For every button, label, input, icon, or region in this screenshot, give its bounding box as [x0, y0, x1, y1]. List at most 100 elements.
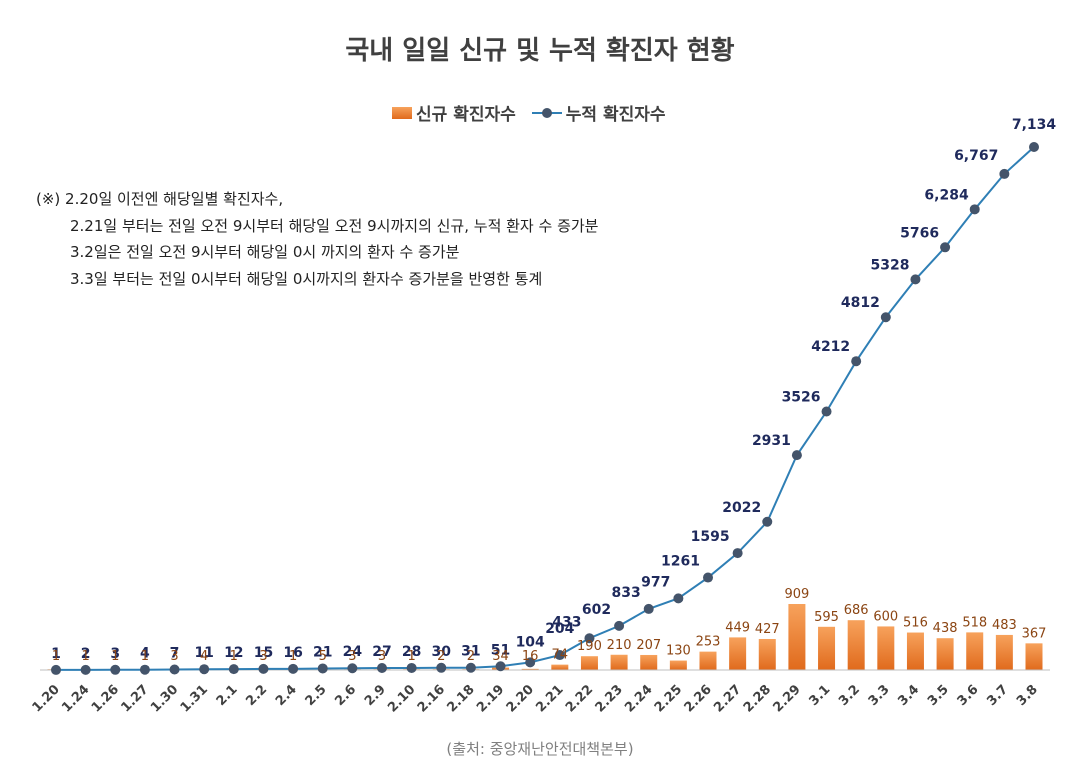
- new-data-label: 449: [725, 620, 750, 635]
- cumulative-data-label: 3526: [782, 390, 821, 406]
- cumulative-point: [910, 274, 921, 285]
- legend-item-new: 신규 확진자수: [392, 100, 516, 125]
- cumulative-data-label: 3: [110, 646, 120, 662]
- chart-source: (출처: 중앙재난안전대책본부): [446, 740, 634, 758]
- new-data-label: 686: [844, 603, 869, 618]
- new-data-label: 74: [552, 648, 569, 663]
- new-data-label: 3: [259, 649, 267, 664]
- cumulative-data-label: 602: [582, 602, 611, 618]
- new-data-label: 483: [992, 618, 1017, 633]
- cumulative-line: [55, 146, 1035, 671]
- new-data-label: 207: [636, 638, 661, 653]
- x-tick-label: 3.6: [955, 682, 982, 709]
- bar: [936, 638, 954, 670]
- legend-bar-swatch: [392, 106, 412, 119]
- x-tick-label: 2.28: [741, 682, 774, 715]
- cumulative-point: [288, 663, 299, 674]
- cumulative-data-label: 28: [402, 644, 421, 660]
- x-tick-label: 3.2: [836, 682, 863, 709]
- new-data-label: 595: [814, 610, 839, 625]
- cumulative-data-label: 4212: [811, 339, 850, 355]
- x-tick-label: 2.25: [652, 682, 685, 715]
- cumulative-point: [51, 664, 61, 675]
- x-tick-label: 1.31: [178, 682, 211, 715]
- cumulative-point: [347, 663, 358, 674]
- cumulative-point: [969, 204, 980, 215]
- data-labels: 1 2 3 4 7 11 12 15 16 21 24 27 28 30 31 51 1042044336028…: [51, 117, 1056, 664]
- cumulative-data-label: 27: [372, 644, 391, 660]
- cumulative-point: [584, 633, 595, 644]
- cumulative-data-label: 6,767: [954, 148, 998, 164]
- x-tick-label: 2.21: [533, 682, 566, 715]
- cumulative-point: [436, 662, 447, 673]
- note-line: 2.21일 부터는 전일 오전 9시부터 해당일 오전 9시까지의 신규, 누적…: [70, 216, 599, 235]
- cumulative-point: [643, 603, 654, 614]
- legend-item-cumulative: 누적 확진자수: [531, 100, 666, 125]
- cumulative-data-label: 7,134: [1012, 117, 1057, 133]
- cumulative-point: [317, 663, 328, 674]
- x-tick-label: 2.19: [474, 682, 507, 715]
- legend-line-swatch: [531, 106, 562, 120]
- cumulative-point: [465, 662, 476, 673]
- bar: [906, 632, 924, 670]
- x-tick-label: 1.27: [118, 682, 151, 715]
- new-data-label: 190: [577, 639, 602, 654]
- new-data-label: 16: [522, 649, 539, 664]
- cumulative-data-label: 2022: [722, 500, 761, 516]
- new-data-label: 1: [141, 649, 149, 664]
- x-tick-label: 1.20: [30, 682, 63, 715]
- x-tick-label: 3.8: [1014, 682, 1041, 709]
- cumulative-point: [406, 662, 417, 673]
- new-data-label: 1: [289, 649, 297, 664]
- cumulative-point: [851, 356, 862, 367]
- x-tick-label: 2.23: [593, 682, 626, 715]
- cumulative-point: [762, 516, 773, 527]
- x-tick-label: 2.10: [385, 682, 418, 715]
- cumulative-data-label: 833: [611, 585, 640, 601]
- new-data-label: 516: [903, 616, 928, 631]
- new-data-label: 210: [607, 638, 632, 653]
- new-data-label: 253: [696, 635, 721, 650]
- bar: [818, 626, 836, 670]
- cumulative-point: [139, 664, 150, 675]
- legend-label-cumulative: 누적 확진자수: [565, 105, 666, 125]
- bar: [995, 634, 1013, 670]
- cumulative-data-label: 24: [343, 644, 363, 660]
- new-data-label: 600: [873, 609, 898, 624]
- x-tick-label: 1.30: [148, 682, 181, 715]
- x-tick-label: 2.16: [415, 682, 448, 715]
- new-data-label: 1: [407, 649, 415, 664]
- cumulative-data-label: 21: [313, 644, 332, 660]
- cumulative-data-label: 204: [545, 621, 574, 637]
- bar: [580, 656, 598, 670]
- x-tick-labels: 1.201.241.261.271.301.31 2.1 2.2 2.4 2.5 2.6 2…: [30, 682, 1041, 715]
- legend: 신규 확진자수 누적 확진자수: [392, 100, 666, 125]
- bar: [610, 654, 628, 670]
- cumulative-point: [525, 657, 536, 668]
- bar-series: [47, 604, 1043, 670]
- new-data-label: 3: [170, 649, 178, 664]
- cumulative-point: [791, 450, 802, 461]
- bar: [551, 664, 569, 670]
- new-data-label: 2: [437, 649, 445, 664]
- cumulative-point: [673, 593, 684, 604]
- bar: [788, 604, 806, 670]
- cumulative-data-label: 12: [224, 645, 243, 661]
- new-data-label: 438: [933, 621, 958, 636]
- new-data-label: 130: [666, 644, 691, 659]
- cumulative-point: [821, 406, 832, 417]
- note-line: 3.2일은 전일 오전 9시부터 해당일 0시 까지의 환자 수 증가분: [70, 243, 460, 261]
- new-data-label: 909: [784, 587, 809, 602]
- cumulative-data-label: 977: [641, 574, 670, 590]
- new-data-label: 3: [378, 649, 386, 664]
- new-data-label: 1: [230, 649, 238, 664]
- new-data-label: 427: [755, 622, 780, 637]
- x-tick-label: 2.22: [563, 682, 596, 715]
- x-tick-label: 3.4: [895, 682, 922, 709]
- cumulative-data-label: 4812: [841, 295, 880, 311]
- line-series: [51, 142, 1039, 675]
- x-tick-label: 1.24: [59, 682, 92, 715]
- cumulative-point: [703, 572, 713, 583]
- cumulative-point: [169, 664, 180, 675]
